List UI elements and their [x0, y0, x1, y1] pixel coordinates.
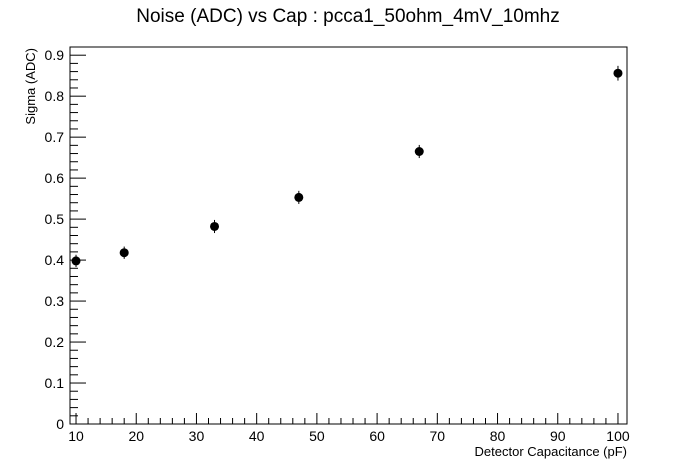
chart-title: Noise (ADC) vs Cap : pcca1_50ohm_4mV_10m…	[136, 6, 559, 27]
y-axis-title: Sigma (ADC)	[23, 48, 38, 125]
y-tick-label: 0.4	[45, 252, 65, 268]
axis-ticks	[70, 46, 619, 425]
point-marker	[294, 192, 304, 202]
point-marker	[119, 248, 129, 258]
x-axis-title: Detector Capacitance (pF)	[475, 444, 627, 459]
data-point	[71, 254, 81, 268]
y-tick-label: 0.5	[45, 211, 65, 227]
point-marker	[210, 221, 220, 231]
data-point	[414, 144, 424, 159]
y-tick-label: 0.3	[45, 293, 65, 309]
data-point	[210, 219, 220, 234]
plot-frame	[69, 46, 628, 425]
x-tick-labels: 10 20 30 40 50 60 70 80 90 100	[68, 428, 630, 444]
x-tick-label: 10	[68, 428, 84, 444]
point-marker	[71, 256, 81, 266]
x-tick-label: 100	[606, 428, 630, 444]
x-tick-label: 50	[309, 428, 325, 444]
x-tick-label: 20	[128, 428, 144, 444]
data-point	[294, 190, 304, 204]
y-tick-label: 0.9	[45, 47, 65, 63]
data-point	[613, 65, 623, 81]
y-tick-label: 0.7	[45, 129, 65, 145]
y-tick-label: 0.2	[45, 334, 65, 350]
y-tick-label: 0.6	[45, 170, 65, 186]
y-tick-label: 0.1	[45, 375, 65, 391]
y-tick-label: 0	[56, 416, 64, 432]
y-tick-labels: 0 0.1 0.2 0.3 0.4 0.5 0.6 0.7 0.8 0.9	[45, 47, 65, 432]
y-tick-label: 0.8	[45, 88, 65, 104]
x-tick-label: 90	[550, 428, 566, 444]
x-tick-label: 60	[369, 428, 385, 444]
point-marker	[613, 68, 623, 78]
data-points	[71, 65, 623, 268]
x-tick-label: 30	[189, 428, 205, 444]
x-tick-label: 40	[249, 428, 265, 444]
x-tick-label: 80	[490, 428, 506, 444]
x-tick-label: 70	[430, 428, 446, 444]
point-marker	[414, 146, 424, 156]
data-point	[119, 246, 129, 259]
